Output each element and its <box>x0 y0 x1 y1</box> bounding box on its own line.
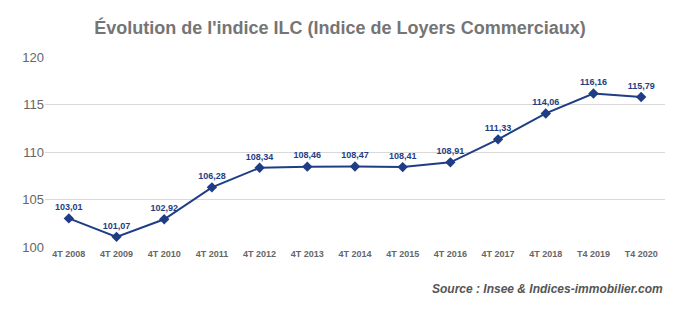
svg-text:108,34: 108,34 <box>246 152 274 162</box>
svg-text:100: 100 <box>22 240 44 255</box>
svg-text:4T 2018: 4T 2018 <box>529 249 562 259</box>
svg-text:T4 2019: T4 2019 <box>577 249 610 259</box>
svg-text:111,33: 111,33 <box>485 123 512 133</box>
svg-text:4T 2015: 4T 2015 <box>386 249 419 259</box>
svg-text:108,41: 108,41 <box>389 151 417 161</box>
svg-text:4T 2011: 4T 2011 <box>196 249 229 259</box>
svg-text:106,28: 106,28 <box>198 171 226 181</box>
svg-text:101,07: 101,07 <box>103 221 131 231</box>
svg-text:120: 120 <box>22 50 44 65</box>
svg-text:4T 2012: 4T 2012 <box>243 249 276 259</box>
svg-text:116,16: 116,16 <box>580 77 607 87</box>
svg-text:115: 115 <box>23 97 44 112</box>
svg-text:108,91: 108,91 <box>437 146 465 156</box>
svg-text:110: 110 <box>23 145 44 160</box>
svg-text:108,46: 108,46 <box>294 150 322 160</box>
svg-text:4T 2013: 4T 2013 <box>291 249 324 259</box>
svg-text:108,47: 108,47 <box>341 150 369 160</box>
svg-text:4T 2016: 4T 2016 <box>434 249 467 259</box>
svg-text:103,01: 103,01 <box>55 202 83 212</box>
svg-text:102,92: 102,92 <box>150 203 178 213</box>
svg-text:T4 2020: T4 2020 <box>625 249 658 259</box>
svg-text:4T 2008: 4T 2008 <box>52 249 85 259</box>
svg-text:4T 2009: 4T 2009 <box>100 249 133 259</box>
svg-text:114,06: 114,06 <box>532 97 559 107</box>
svg-text:115,79: 115,79 <box>628 81 655 91</box>
svg-text:4T 2017: 4T 2017 <box>482 249 515 259</box>
svg-text:4T 2010: 4T 2010 <box>148 249 181 259</box>
svg-text:105: 105 <box>22 192 44 207</box>
svg-text:Source : Insee & Indices-immob: Source : Insee & Indices-immobilier.com <box>432 282 663 296</box>
svg-text:Évolution de l'indice ILC (Ind: Évolution de l'indice ILC (Indice de Loy… <box>94 17 585 38</box>
svg-text:4T 2014: 4T 2014 <box>338 249 371 259</box>
